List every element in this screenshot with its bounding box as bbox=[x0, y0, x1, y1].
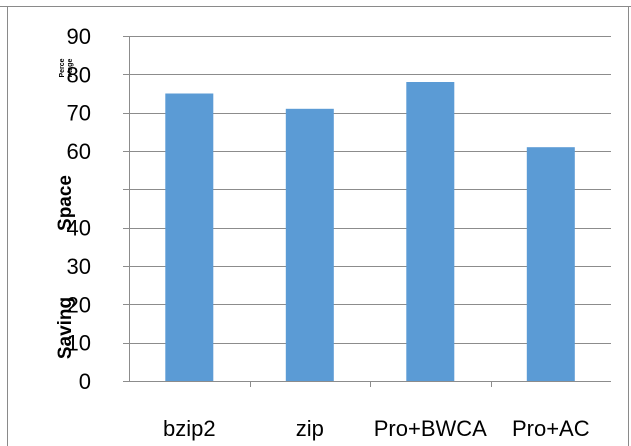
axis-layer bbox=[123, 36, 611, 382]
bar-bzip2 bbox=[165, 93, 214, 381]
y-axis-label-perce: Perce bbox=[59, 58, 66, 77]
frame-top-border bbox=[0, 6, 631, 7]
y-tick-label: 0 bbox=[79, 369, 91, 394]
x-category-label: Pro+BWCA bbox=[374, 416, 487, 441]
bar-layer bbox=[165, 82, 575, 382]
top-strip bbox=[0, 0, 631, 6]
y-tick-label: 60 bbox=[67, 139, 91, 164]
x-category-label: zip bbox=[296, 416, 324, 441]
y-axis-label-space: Space bbox=[55, 175, 76, 231]
y-tick-label: 30 bbox=[67, 254, 91, 279]
y-tick-label: 20 bbox=[67, 292, 91, 317]
x-category-label: bzip2 bbox=[163, 416, 216, 441]
x-tick-labels: bzip2 zip Pro+BWCA Pro+AC bbox=[163, 416, 590, 441]
y-tick-label: 10 bbox=[67, 331, 91, 356]
frame-right-border bbox=[628, 6, 629, 446]
bar-pro-ac bbox=[526, 147, 575, 381]
bar-pro-bwca bbox=[406, 82, 455, 381]
y-tick-label: 40 bbox=[67, 216, 91, 241]
bar-zip bbox=[285, 108, 334, 382]
frame-left-border bbox=[7, 6, 8, 446]
y-axis-label-saving: Saving bbox=[55, 297, 76, 359]
y-tick-labels: 0 10 20 30 40 60 70 80 90 bbox=[67, 24, 91, 394]
y-axis-label-ntage: ntage bbox=[67, 59, 74, 78]
y-tick-label: 70 bbox=[67, 101, 91, 126]
x-category-label: Pro+AC bbox=[512, 416, 590, 441]
y-tick-label: 80 bbox=[67, 62, 91, 87]
y-tick-label: 90 bbox=[67, 24, 91, 49]
